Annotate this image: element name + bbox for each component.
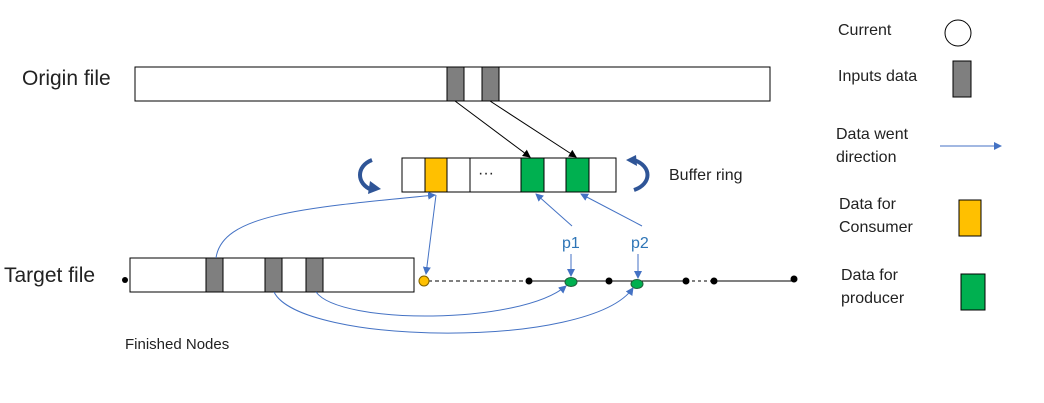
target-block-3	[305, 257, 324, 293]
legend-producer-label-1: Data for	[841, 267, 899, 284]
target-file-label: Target file	[4, 264, 95, 287]
rotate-left-icon	[358, 158, 381, 194]
legend-current-label: Current	[838, 22, 892, 39]
rotate-right-icon	[626, 155, 650, 192]
buffer-ring-label: Buffer ring	[669, 167, 743, 184]
block3-to-p1-curve	[315, 285, 567, 317]
buffer-ellipsis: ···	[478, 165, 494, 182]
finished-nodes-label: Finished Nodes	[125, 336, 229, 353]
legend-consumer-swatch	[958, 199, 982, 237]
target-to-buffer-consumer-curve	[215, 191, 436, 259]
target-block-1	[205, 257, 224, 293]
origin-file-label: Origin file	[22, 67, 111, 90]
p1-to-buffer-arrow	[535, 193, 573, 227]
buffer-ring: ···	[401, 157, 617, 193]
target-block-2	[264, 257, 283, 293]
buffer-producer-slot-2	[565, 157, 590, 193]
origin-input-block-1	[446, 66, 465, 102]
legend-current-symbol	[944, 19, 972, 47]
legend-consumer-label-1: Data for	[839, 196, 897, 213]
buffer-to-consumer-node-arrow	[422, 194, 437, 275]
block2-to-p2-curve	[273, 287, 634, 334]
chain-node	[710, 277, 718, 285]
legend-inputs-label: Inputs data	[838, 68, 917, 85]
pointer-p1-label: p1	[562, 235, 580, 252]
p2-to-buffer-arrow	[580, 193, 643, 227]
producer-node-p2	[630, 279, 644, 289]
chain-node	[605, 277, 613, 285]
pointer-p2-label: p2	[631, 235, 649, 252]
origin-to-buffer-arrow-1	[454, 100, 531, 158]
legend: Current Inputs data Data went direction …	[836, 19, 1002, 311]
legend-direction-label-1: Data went	[836, 126, 909, 143]
buffer-consumer-slot	[424, 157, 448, 193]
legend-inputs-swatch	[952, 60, 972, 98]
chain-node	[682, 277, 690, 285]
target-start-node	[122, 277, 128, 283]
legend-producer-swatch	[960, 273, 986, 311]
legend-producer-label-2: producer	[841, 290, 905, 307]
chain-node	[525, 277, 533, 285]
chain-end-node	[790, 275, 798, 283]
origin-to-buffer-arrow-2	[489, 100, 577, 158]
origin-input-block-2	[481, 66, 500, 102]
legend-consumer-label-2: Consumer	[839, 219, 913, 236]
buffer-producer-slot-1	[520, 157, 545, 193]
producer-node-p1	[564, 277, 578, 287]
consumer-node	[418, 275, 430, 287]
legend-direction-label-2: direction	[836, 149, 896, 166]
